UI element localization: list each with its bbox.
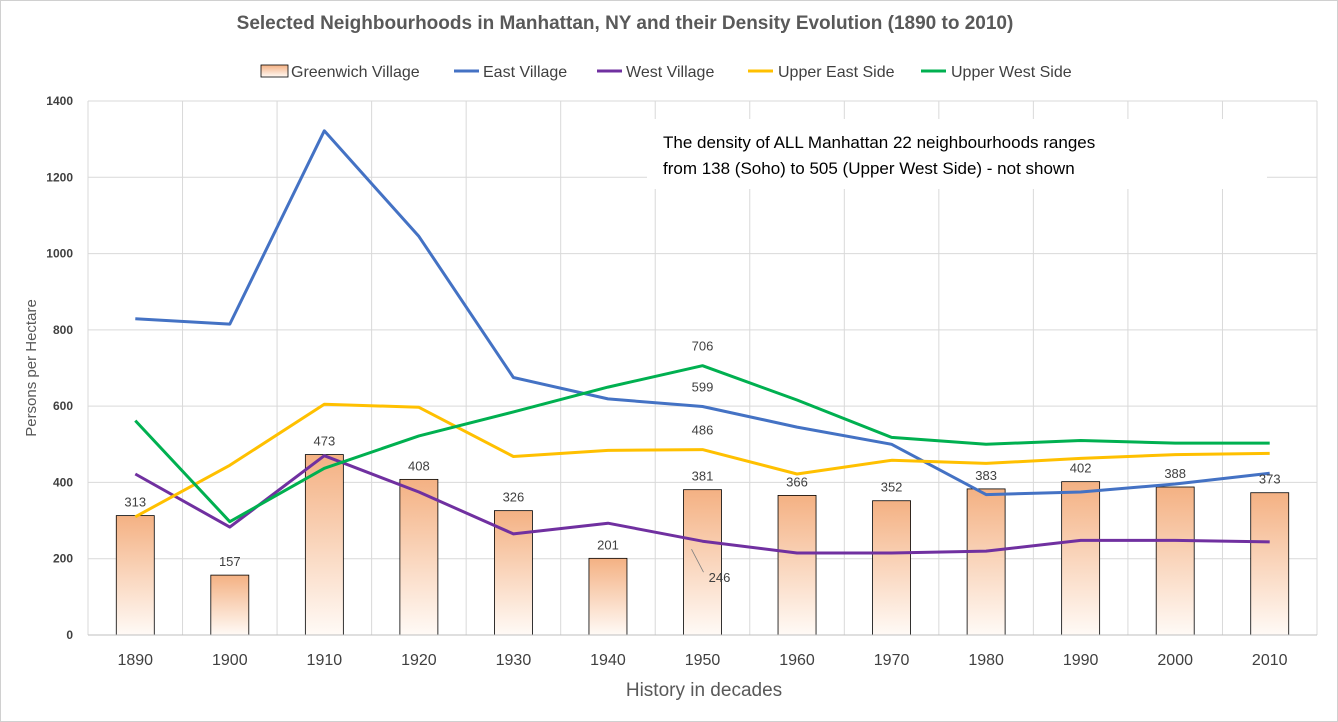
x-tick-label: 1970	[874, 652, 910, 669]
bar-data-label: 373	[1259, 472, 1281, 487]
series-line	[135, 129, 1270, 497]
legend-swatch	[260, 64, 289, 78]
bar	[683, 489, 722, 636]
bar	[588, 557, 628, 636]
y-tick-label: 800	[53, 323, 73, 337]
leader-line	[691, 548, 704, 573]
point-data-label: 486	[692, 423, 714, 438]
point-data-label: 599	[692, 380, 714, 395]
y-axis-title: Persons per Hectare	[23, 299, 40, 437]
x-tick-label: 2010	[1252, 652, 1288, 669]
legend-label: Greenwich Village	[291, 64, 420, 81]
annotation-line-1: The density of ALL Manhattan 22 neighbou…	[663, 133, 1095, 152]
bar	[872, 500, 911, 636]
legend: Greenwich Village East Village West Villag…	[260, 64, 1072, 81]
bar-data-label: 201	[597, 537, 619, 552]
legend-label: Upper West Side	[951, 64, 1072, 81]
x-axis-title: History in decades	[626, 680, 782, 701]
series-line	[134, 402, 1270, 519]
x-tick-label: 1980	[968, 652, 1004, 669]
x-tick-label: 1930	[496, 652, 532, 669]
y-tick-label: 600	[53, 399, 73, 413]
gridlines	[87, 100, 1318, 635]
bar-data-label: 388	[1164, 466, 1186, 481]
legend-label: West Village	[626, 64, 714, 81]
bar	[399, 478, 439, 636]
series-line	[134, 364, 1270, 524]
y-tick-label: 0	[66, 628, 73, 642]
bar-data-label: 381	[692, 469, 714, 484]
line-data-labels: 599 246 486 706	[691, 339, 731, 585]
bar-data-label: 383	[975, 468, 997, 483]
legend-item: Upper East Side	[748, 64, 895, 81]
bar	[115, 515, 155, 636]
point-data-label: 246	[709, 570, 731, 585]
y-tick-label: 1000	[46, 247, 73, 261]
bar	[210, 574, 250, 636]
legend-item: Greenwich Village	[260, 64, 420, 81]
bar	[1250, 492, 1290, 636]
y-tick-label: 400	[53, 475, 73, 489]
legend-item: Upper West Side	[921, 64, 1072, 81]
bar-data-label: 326	[503, 490, 525, 505]
bar-data-label: 157	[219, 554, 241, 569]
x-tick-label: 1940	[590, 652, 626, 669]
annotation-line-2: from 138 (Soho) to 505 (Upper West Side)…	[663, 159, 1075, 178]
x-tick-label: 1950	[685, 652, 721, 669]
point-data-label: 706	[692, 339, 714, 354]
bar-data-label: 366	[786, 474, 808, 489]
bar-data-labels: 313 157 473 408 326 201 381 366 352 383 402 388 373	[124, 434, 1280, 570]
y-tick-label: 200	[53, 552, 73, 566]
y-axis-ticks: 0 200 400 600 800 1000 1200 1400	[46, 94, 73, 642]
bar	[966, 488, 1006, 636]
bar-data-label: 473	[313, 434, 335, 449]
x-tick-label: 2000	[1157, 652, 1193, 669]
bar-data-label: 408	[408, 458, 430, 473]
legend-item: West Village	[597, 64, 714, 81]
legend-label: Upper East Side	[778, 64, 895, 81]
x-tick-label: 1990	[1063, 652, 1099, 669]
legend-item: East Village	[454, 64, 567, 81]
bar	[777, 494, 817, 636]
x-tick-label: 1920	[401, 652, 437, 669]
line-series	[134, 129, 1270, 555]
x-tick-label: 1890	[117, 652, 153, 669]
bar-data-label: 352	[881, 480, 903, 495]
legend-label: East Village	[483, 64, 567, 81]
x-axis-ticks: 1890 1900 1910 1920 1930 1940 1950 1960 1970 1980…	[117, 652, 1287, 669]
series-line	[134, 454, 1270, 555]
y-tick-label: 1200	[46, 170, 73, 184]
x-tick-label: 1910	[307, 652, 343, 669]
bar-data-label: 313	[124, 495, 146, 510]
bar-data-label: 402	[1070, 461, 1092, 476]
chart-title: Selected Neighbourhoods in Manhattan, NY…	[237, 13, 1014, 34]
x-tick-label: 1960	[779, 652, 815, 669]
y-tick-label: 1400	[46, 94, 73, 108]
annotation-box: The density of ALL Manhattan 22 neighbou…	[647, 119, 1267, 189]
bar	[304, 454, 344, 636]
x-tick-label: 1900	[212, 652, 248, 669]
bar	[1155, 486, 1195, 636]
bar-series	[115, 454, 1290, 636]
bar	[1061, 481, 1101, 636]
